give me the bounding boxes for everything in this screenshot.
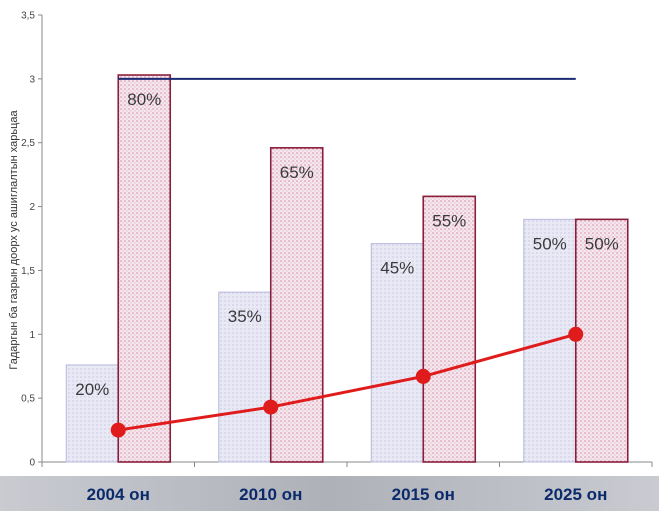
line-point bbox=[263, 399, 279, 415]
data-label: 35% bbox=[228, 307, 262, 326]
data-label: 80% bbox=[127, 90, 161, 109]
bar-series1 bbox=[218, 291, 272, 463]
x-tick-label: 2015 он bbox=[392, 485, 455, 504]
bar-series2 bbox=[117, 74, 172, 463]
x-tick-label: 2010 он bbox=[239, 485, 302, 504]
x-tick-label: 2004 он bbox=[87, 485, 150, 504]
x-tick-label: 2025 он bbox=[544, 485, 607, 504]
bar-series2 bbox=[574, 218, 629, 463]
bar-series1 bbox=[65, 364, 119, 463]
bar-series2 bbox=[269, 147, 324, 463]
line-point bbox=[110, 422, 126, 438]
data-label: 50% bbox=[533, 234, 567, 253]
data-label: 65% bbox=[280, 163, 314, 182]
data-label: 20% bbox=[75, 380, 109, 399]
data-label: 50% bbox=[585, 234, 619, 253]
y-axis-label: Гадаргын ба газрын доорх ус ашиглалтын х… bbox=[8, 109, 20, 369]
y-tick-label: 2,5 bbox=[21, 138, 35, 149]
line-point bbox=[415, 368, 431, 384]
y-tick-label: 2 bbox=[29, 202, 35, 213]
bar-series2 bbox=[422, 195, 477, 463]
data-label: 45% bbox=[380, 259, 414, 278]
y-tick-label: 0,5 bbox=[21, 394, 35, 405]
y-tick-label: 1 bbox=[29, 330, 35, 341]
footer-band bbox=[0, 476, 659, 511]
bar-series1 bbox=[370, 243, 424, 463]
y-tick-label: 1,5 bbox=[21, 266, 35, 277]
line-series bbox=[118, 332, 577, 432]
y-tick-label: 0 bbox=[29, 458, 35, 469]
y-tick-label: 3 bbox=[29, 74, 35, 85]
y-tick-label: 3,5 bbox=[21, 11, 35, 22]
data-label: 55% bbox=[432, 211, 466, 230]
line-point bbox=[568, 326, 584, 342]
